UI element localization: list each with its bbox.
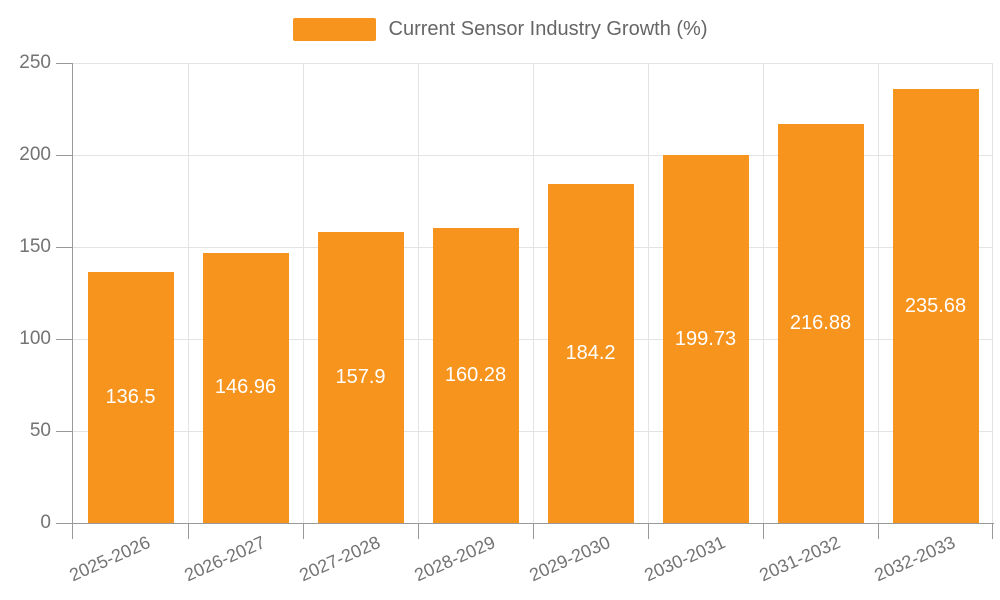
bar-value-label: 146.96: [214, 376, 277, 399]
bar-value-label: 136.5: [105, 385, 156, 408]
v-gridline: [878, 63, 879, 523]
x-axis-line: [72, 523, 994, 524]
bar-value-label: 184.2: [565, 342, 616, 365]
bar: 184.2: [547, 184, 634, 523]
bar: 160.28: [432, 228, 519, 523]
x-axis-category-label: 2027-2028: [295, 532, 383, 586]
x-axis-category-label: 2030-2031: [640, 532, 728, 586]
x-axis-tick: [418, 524, 419, 539]
bar-value-label: 157.9: [335, 366, 386, 389]
bar-value-label: 199.73: [674, 327, 737, 350]
x-axis-tick: [303, 524, 304, 539]
y-axis-tick: [56, 247, 72, 248]
bar: 199.73: [662, 155, 749, 523]
x-axis-category-label: 2026-2027: [180, 532, 268, 586]
bar-value-label: 160.28: [444, 364, 507, 387]
y-axis-label: 200: [19, 144, 51, 165]
x-axis-tick: [72, 524, 73, 539]
bar: 146.96: [202, 252, 289, 523]
legend-label: Current Sensor Industry Growth (%): [388, 18, 708, 40]
legend[interactable]: Current Sensor Industry Growth (%): [0, 18, 1000, 41]
y-axis-tick: [56, 523, 72, 524]
y-axis-line: [72, 63, 73, 524]
x-axis-tick: [763, 524, 764, 539]
x-axis-tick: [533, 524, 534, 539]
y-axis-label: 100: [19, 328, 51, 349]
bar: 136.5: [87, 271, 174, 523]
y-axis-tick: [56, 155, 72, 156]
x-axis-tick: [992, 524, 993, 539]
v-gridline: [188, 63, 189, 523]
legend-swatch-icon: [292, 18, 376, 41]
x-axis-category-label: 2032-2033: [870, 532, 958, 586]
y-axis-label: 50: [29, 420, 51, 441]
v-gridline: [763, 63, 764, 523]
bar-value-label: 235.68: [904, 294, 967, 317]
x-axis-tick: [648, 524, 649, 539]
v-gridline: [533, 63, 534, 523]
x-axis-tick: [878, 524, 879, 539]
y-axis-tick: [56, 431, 72, 432]
x-axis-category-label: 2029-2030: [525, 532, 613, 586]
bar: 216.88: [777, 123, 864, 523]
plot-area: 0 50 100 150 200 250 136.5 146.96 157.9 160.28 184…: [19, 52, 994, 585]
x-axis-category-label: 2025-2026: [65, 532, 153, 586]
y-axis-tick: [56, 339, 72, 340]
x-axis-category-label: 2031-2032: [755, 532, 843, 586]
bar: 157.9: [317, 232, 404, 523]
v-gridline: [418, 63, 419, 523]
x-axis-category-label: 2028-2029: [410, 532, 498, 586]
v-gridline: [992, 63, 993, 523]
y-axis-label: 0: [40, 512, 51, 533]
v-gridline: [303, 63, 304, 523]
y-axis-tick: [56, 63, 72, 64]
y-axis-label: 150: [19, 236, 51, 257]
bar-value-label: 216.88: [789, 311, 852, 334]
bar: 235.68: [892, 89, 979, 523]
y-axis-label: 250: [19, 52, 51, 73]
v-gridline: [648, 63, 649, 523]
x-axis-tick: [188, 524, 189, 539]
